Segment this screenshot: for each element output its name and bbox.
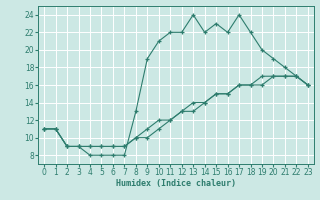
X-axis label: Humidex (Indice chaleur): Humidex (Indice chaleur): [116, 179, 236, 188]
